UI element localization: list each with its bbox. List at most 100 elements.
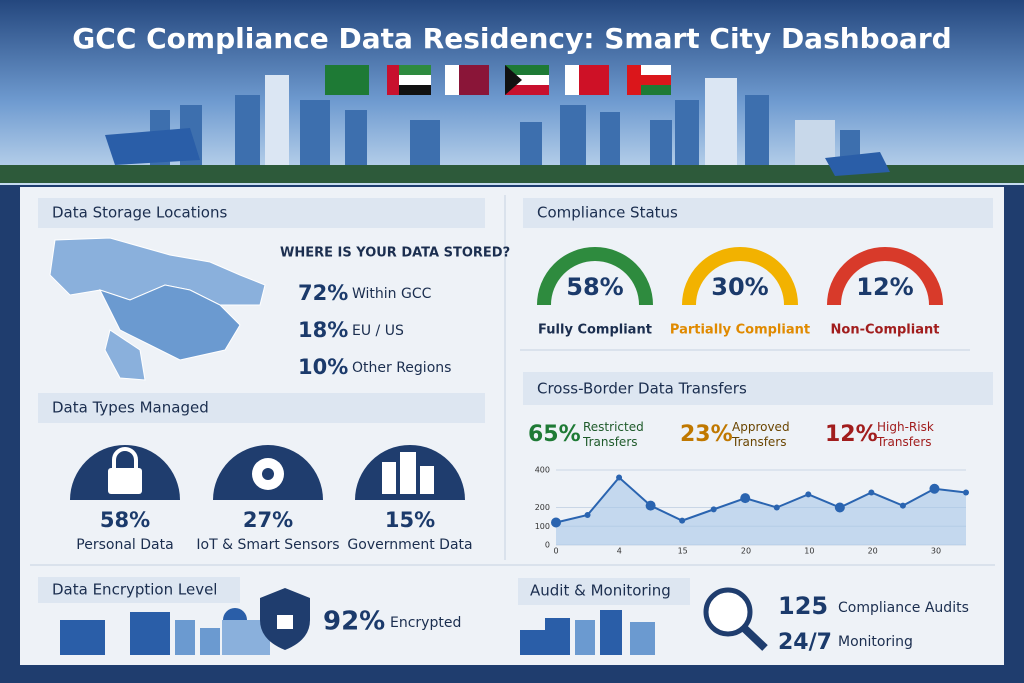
flag xyxy=(627,65,641,95)
label: Approved Transfers xyxy=(732,420,790,449)
building xyxy=(675,100,699,170)
value: 27% xyxy=(243,508,293,532)
value: 24/7 xyxy=(778,630,832,655)
point xyxy=(929,483,940,494)
magnifier xyxy=(703,587,753,637)
block xyxy=(545,618,570,655)
building xyxy=(345,110,367,170)
building xyxy=(300,100,330,170)
section-bar xyxy=(38,577,240,603)
y-tick-label: 200 xyxy=(535,503,550,512)
section-bar xyxy=(38,393,485,423)
section-bar xyxy=(523,198,993,228)
section-bar xyxy=(38,198,485,228)
value: 125 xyxy=(778,592,828,620)
solar-panel xyxy=(105,128,200,165)
flags xyxy=(325,65,671,95)
flag xyxy=(627,85,671,95)
label: Encrypted xyxy=(390,615,461,631)
building xyxy=(560,105,586,170)
question: WHERE IS YOUR DATA STORED? xyxy=(280,246,510,261)
label: IoT & Smart Sensors xyxy=(196,537,339,553)
value: 92% xyxy=(323,607,385,637)
point xyxy=(868,489,875,496)
block xyxy=(130,612,170,655)
gauges xyxy=(537,247,943,306)
lock-icon xyxy=(112,447,138,468)
flag xyxy=(399,85,431,95)
building xyxy=(705,78,737,170)
section-title: Cross-Border Data Transfers xyxy=(537,380,747,398)
point xyxy=(584,512,591,518)
label: Monitoring xyxy=(838,634,913,650)
building-icon xyxy=(400,452,416,494)
value: 58% xyxy=(100,508,150,532)
point xyxy=(679,517,686,524)
map-region xyxy=(104,329,146,381)
label: Fully Compliant xyxy=(538,323,652,338)
flag xyxy=(505,65,549,75)
map xyxy=(49,237,266,381)
label: High-Risk Transfers xyxy=(877,420,934,449)
point xyxy=(963,489,969,496)
title: GCC Compliance Data Residency: Smart Cit… xyxy=(72,22,951,55)
flag xyxy=(505,85,549,95)
y-tick-label: 100 xyxy=(535,522,550,531)
point xyxy=(740,493,751,504)
x-tick-label: 30 xyxy=(931,547,941,556)
value: 72% xyxy=(298,281,348,305)
label: Within GCC xyxy=(352,286,432,302)
point xyxy=(805,491,812,498)
building-icon xyxy=(382,462,396,494)
point xyxy=(616,474,623,481)
value: 18% xyxy=(298,318,348,342)
label: Personal Data xyxy=(76,537,173,553)
gear-icon xyxy=(262,468,274,480)
block xyxy=(600,610,622,655)
solar-panel xyxy=(825,152,890,176)
section-title: Audit & Monitoring xyxy=(530,582,671,600)
line-chart: 0 100 200 400 0 4 15 20 10 20 30 xyxy=(535,466,969,556)
block xyxy=(60,620,105,655)
label: Non-Compliant xyxy=(831,323,940,338)
map-region xyxy=(99,284,241,361)
value: 23% xyxy=(680,422,733,447)
value: 58% xyxy=(566,273,623,301)
value: 65% xyxy=(528,422,581,447)
label-box: Restricted Transfers xyxy=(583,420,644,449)
label: Restricted Transfers xyxy=(583,420,644,449)
building-icon xyxy=(420,466,434,494)
block xyxy=(200,628,220,655)
block xyxy=(175,620,195,655)
x-tick-label: 20 xyxy=(868,547,878,556)
label: EU / US xyxy=(352,323,404,339)
skyline xyxy=(0,75,1024,183)
block xyxy=(630,622,655,655)
point xyxy=(834,502,845,513)
value: 12% xyxy=(825,422,878,447)
building xyxy=(745,95,769,170)
building xyxy=(410,120,440,170)
value: 30% xyxy=(711,273,768,301)
point xyxy=(773,504,780,511)
x-tick-label: 0 xyxy=(553,547,558,556)
line xyxy=(555,476,967,524)
area xyxy=(556,477,966,545)
building xyxy=(650,120,672,170)
point xyxy=(551,517,561,528)
city-icons xyxy=(60,588,310,655)
label: Government Data xyxy=(347,537,472,553)
flag xyxy=(505,65,522,95)
section-title: Data Types Managed xyxy=(52,399,209,417)
x-tick-label: 4 xyxy=(617,547,622,556)
y-tick-label: 400 xyxy=(535,466,550,475)
magnifier-handle xyxy=(741,625,768,651)
y-tick-label: 0 xyxy=(545,541,550,550)
section-bar xyxy=(518,578,690,605)
flag xyxy=(399,65,431,75)
label: Other Regions xyxy=(352,360,451,376)
label-box: High-Risk Transfers xyxy=(877,420,934,449)
x-tick-label: 20 xyxy=(741,547,751,556)
section-title: Data Storage Locations xyxy=(52,204,227,222)
